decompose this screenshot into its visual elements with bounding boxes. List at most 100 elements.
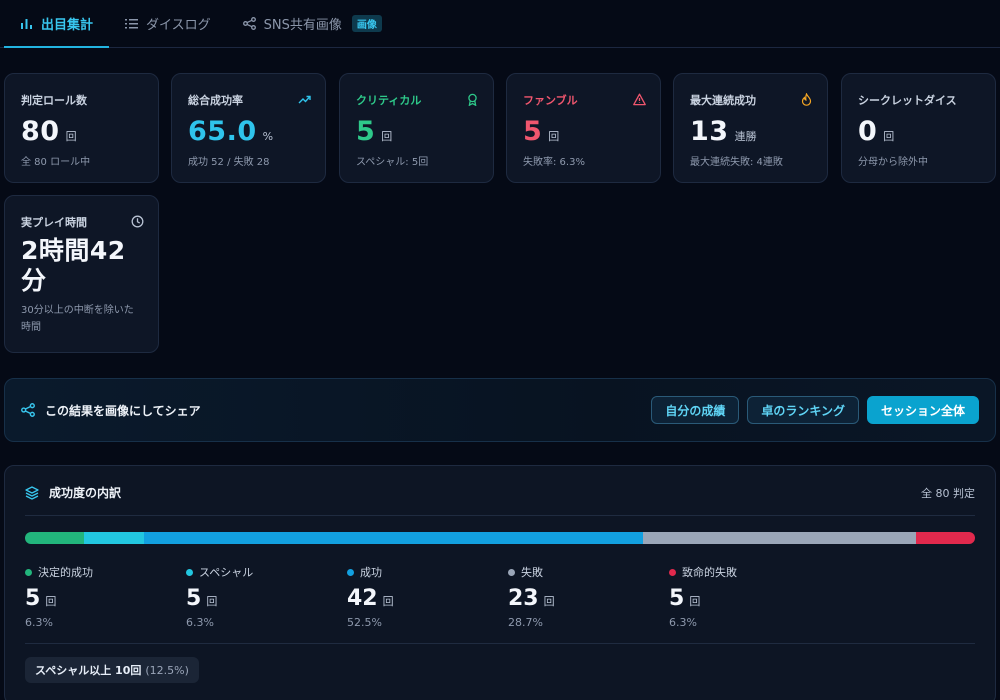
legend-value-row: 42 回 <box>347 586 508 611</box>
card-sub: 分母から除外中 <box>858 157 928 168</box>
bar-segment <box>915 532 975 544</box>
legend-dot <box>669 568 676 576</box>
card-sub: 全 80 ロール中 <box>21 157 91 168</box>
legend-label-row: 致命的失敗 <box>669 564 830 580</box>
legend-unit: 回 <box>382 595 394 608</box>
legend-item: スペシャル 5 回 6.3% <box>186 564 347 629</box>
tab-stats[interactable]: 出目集計 <box>4 0 110 48</box>
card-label: 最大連続成功 <box>690 94 756 107</box>
award-icon <box>468 93 477 106</box>
share-bar: この結果を画像にしてシェア 自分の成績 卓のランキング セッション全体 <box>4 378 996 442</box>
legend-label: 決定的成功 <box>38 566 93 579</box>
share-title: この結果を画像にしてシェア <box>45 403 201 418</box>
trend-up-icon <box>298 95 311 104</box>
card-value: 80 <box>21 116 60 147</box>
card-success-rate: 総合成功率 65.0 % 成功 52 / 失敗 28 <box>171 73 326 183</box>
card-sub: 成功 52 / 失敗 28 <box>188 157 270 168</box>
legend-dot <box>347 568 354 576</box>
share-title-group: この結果を画像にしてシェア <box>21 402 201 419</box>
legend-value: 42 <box>347 586 378 611</box>
layers-icon <box>25 485 39 500</box>
table-ranking-button[interactable]: 卓のランキング <box>747 396 859 424</box>
card-value: 13 <box>690 116 729 147</box>
card-value: 65.0 <box>188 116 257 147</box>
flame-icon <box>801 93 812 106</box>
panel-header: 成功度の内訳 全 80 判定 <box>25 470 975 516</box>
success-breakdown-panel: 成功度の内訳 全 80 判定 決定的成功 5 回 6.3% スペシャル 5 回 6.3% 成功 4… <box>4 465 996 700</box>
legend-item: 致命的失敗 5 回 6.3% <box>669 564 830 629</box>
card-unit: 連勝 <box>734 130 757 143</box>
tab-dice-log-label: ダイスログ <box>146 17 211 33</box>
card-secret-dice: シークレットダイス 0 回 分母から除外中 <box>841 73 996 183</box>
card-label: シークレットダイス <box>858 94 957 107</box>
legend-label: 致命的失敗 <box>682 566 737 579</box>
legend-pct: 52.5% <box>347 616 382 629</box>
clock-icon <box>131 215 144 228</box>
bar-segment <box>143 532 643 544</box>
legend-item: 失敗 23 回 28.7% <box>508 564 669 629</box>
legend-label: 成功 <box>360 566 382 579</box>
card-label: 総合成功率 <box>188 94 243 107</box>
legend: 決定的成功 5 回 6.3% スペシャル 5 回 6.3% 成功 42 回 52.5% 失敗 23 回 28.… <box>25 564 975 629</box>
card-sub: 30分以上の中断を除いた時間 <box>21 305 134 333</box>
card-max-streak: 最大連続成功 13 連勝 最大連続失敗: 4連敗 <box>673 73 828 183</box>
legend-pct: 6.3% <box>186 616 214 629</box>
stacked-bar <box>25 532 975 544</box>
card-sub: 最大連続失敗: 4連敗 <box>690 157 783 168</box>
legend-value-row: 23 回 <box>508 586 669 611</box>
whole-session-button[interactable]: セッション全体 <box>866 396 979 424</box>
legend-dot <box>25 568 32 576</box>
legend-unit: 回 <box>206 595 218 608</box>
card-label: 判定ロール数 <box>21 94 87 107</box>
card-label: ファンブル <box>523 94 578 107</box>
legend-dot <box>508 568 515 576</box>
tab-sns-image-label: SNS共有画像 <box>263 17 342 33</box>
card-value: 2時間42分 <box>21 236 126 295</box>
my-results-button[interactable]: 自分の成績 <box>651 396 740 424</box>
card-unit: 回 <box>65 130 77 143</box>
legend-unit: 回 <box>45 595 57 608</box>
legend-dot <box>186 568 193 576</box>
legend-pct: 6.3% <box>25 616 53 629</box>
legend-value: 5 <box>669 586 685 611</box>
card-sub: 失敗率: 6.3% <box>523 157 585 168</box>
bar-segment <box>642 532 916 544</box>
card-fumble: ファンブル 5 回 失敗率: 6.3% <box>506 73 661 183</box>
bar-segment <box>25 532 85 544</box>
legend-value: 23 <box>508 586 539 611</box>
tab-sns-image[interactable]: SNS共有画像 画像 <box>227 0 398 47</box>
panel-total: 全 80 判定 <box>921 486 975 500</box>
card-unit: % <box>262 130 274 143</box>
card-roll-count: 判定ロール数 80 回 全 80 ロール中 <box>4 73 159 183</box>
tab-dice-log[interactable]: ダイスログ <box>109 0 227 47</box>
card-play-time: 実プレイ時間 2時間42分 30分以上の中断を除いた時間 <box>4 195 159 353</box>
summary-main: スペシャル以上 10回 <box>35 664 142 677</box>
card-value: 5 <box>523 116 543 147</box>
summary-pct: (12.5%) <box>145 663 189 677</box>
legend-value: 5 <box>186 586 202 611</box>
card-label: 実プレイ時間 <box>21 216 87 229</box>
legend-item: 成功 42 回 52.5% <box>347 564 508 629</box>
legend-label-row: 失敗 <box>508 564 669 580</box>
legend-label-row: 成功 <box>347 564 508 580</box>
image-badge: 画像 <box>351 14 382 32</box>
legend-pct: 6.3% <box>669 616 697 629</box>
share-icon <box>21 403 35 417</box>
list-icon <box>125 18 139 28</box>
bar-segment <box>84 532 144 544</box>
card-sub: スペシャル: 5回 <box>356 157 429 168</box>
bar-chart-icon <box>21 18 32 29</box>
legend-unit: 回 <box>543 595 555 608</box>
legend-item: 決定的成功 5 回 6.3% <box>25 564 186 629</box>
panel-title: 成功度の内訳 <box>49 486 122 500</box>
card-unit: 回 <box>548 130 560 143</box>
card-value: 5 <box>356 116 376 147</box>
legend-pct: 28.7% <box>508 616 543 629</box>
panel-title-group: 成功度の内訳 <box>25 484 121 501</box>
divider <box>25 643 975 644</box>
tab-bar: 出目集計 ダイスログ SNS共有画像 画像 <box>0 0 1000 48</box>
legend-label-row: スペシャル <box>186 564 347 580</box>
